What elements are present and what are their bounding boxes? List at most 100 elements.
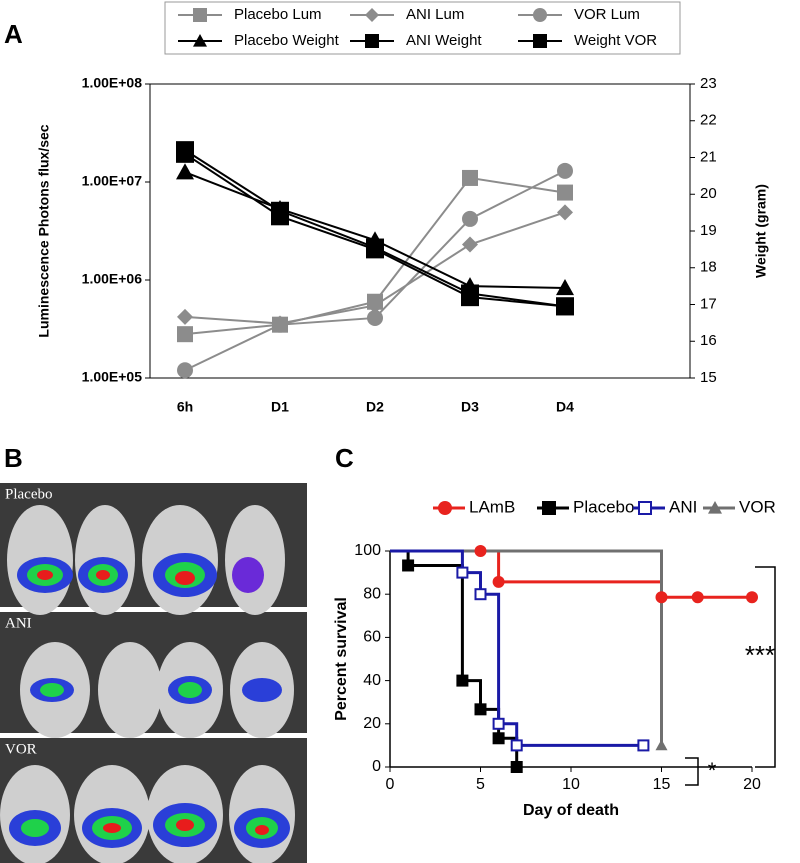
survival-step [390, 549, 663, 746]
marker [542, 501, 556, 515]
marker [556, 297, 574, 316]
y2-tick-label: 22 [700, 112, 717, 129]
marker [461, 288, 479, 307]
y2-tick-label: 23 [700, 75, 717, 92]
x-tick-label: 5 [476, 776, 485, 793]
legend-label: VOR Lum [574, 6, 640, 23]
legend-label: Weight VOR [574, 32, 657, 49]
y-tick-label: 20 [363, 715, 381, 732]
series-line [184, 152, 566, 308]
marker [492, 575, 505, 588]
x-tick-label: D3 [461, 399, 479, 415]
legend-box [164, 1, 681, 55]
bracket [685, 566, 776, 786]
marker [193, 8, 207, 22]
marker [533, 8, 547, 22]
marker [655, 591, 668, 604]
marker [556, 278, 574, 296]
image-label: Placebo [5, 486, 52, 502]
marker [456, 674, 469, 687]
marker [177, 362, 193, 379]
marker [638, 501, 652, 515]
marker [462, 169, 478, 186]
legend-label: Placebo Lum [234, 6, 322, 23]
marker [177, 326, 193, 343]
image-label: VOR [5, 741, 37, 757]
survival-step [390, 549, 644, 747]
marker [177, 308, 193, 325]
y-tick-label: 60 [363, 629, 381, 646]
legend-label: ANI Weight [406, 32, 482, 49]
y-tick-label: 1.00E+06 [82, 271, 143, 287]
marker [510, 761, 523, 773]
marker [691, 591, 704, 604]
marker [366, 240, 384, 259]
marker [557, 184, 573, 201]
series-line [184, 169, 566, 372]
x-tick-label: 6h [177, 399, 193, 415]
marker [557, 204, 573, 221]
y-tick-label: 80 [363, 585, 381, 602]
legend-label: Placebo [573, 497, 634, 516]
marker [655, 739, 668, 751]
annotation: *** [745, 640, 775, 670]
legend-label: ANI Lum [406, 6, 464, 23]
series-line [184, 171, 566, 289]
marker [746, 591, 758, 604]
x-tick-label: 15 [653, 776, 671, 793]
marker [474, 588, 487, 601]
marker [271, 207, 289, 226]
y-tick-label: 100 [354, 542, 381, 559]
marker [367, 297, 383, 314]
y2-tick-label: 19 [700, 222, 717, 239]
marker [193, 34, 207, 47]
x-axis-label: Day of death [523, 802, 619, 819]
y-tick-label: 1.00E+05 [82, 369, 143, 385]
survival-step [390, 549, 752, 599]
image-label: ANI [5, 615, 32, 631]
x-tick-label: 0 [386, 776, 395, 793]
y-tick-label: 0 [372, 758, 381, 775]
legend-label: LAmB [469, 497, 515, 516]
marker [176, 163, 194, 180]
y2-tick-label: 20 [700, 185, 717, 202]
marker [462, 210, 478, 227]
marker [492, 732, 505, 745]
marker [456, 566, 469, 579]
marker [438, 501, 452, 515]
y2-tick-label: 17 [700, 295, 717, 312]
marker [365, 8, 379, 22]
panel-label: B [4, 443, 23, 473]
marker [365, 34, 379, 48]
x-tick-label: D1 [271, 399, 289, 415]
panel-label: A [4, 19, 23, 49]
marker [533, 34, 547, 48]
x-tick-label: 10 [562, 776, 580, 793]
y-tick-label: 40 [363, 672, 381, 689]
legend-label: VOR [739, 497, 776, 516]
y2-tick-label: 18 [700, 259, 717, 276]
marker [474, 545, 487, 557]
signal [9, 553, 290, 848]
x-tick-label: D4 [556, 399, 574, 415]
y-axis-label: Percent survival [333, 597, 350, 721]
marker [492, 717, 505, 730]
marker [637, 739, 650, 752]
marker [708, 501, 722, 514]
mouse-images: Placebo ANI VOR [0, 483, 307, 863]
marker [474, 703, 487, 716]
annotation: * [708, 758, 717, 783]
plot-frame [149, 83, 691, 379]
marker [402, 559, 415, 572]
marker [462, 236, 478, 253]
y2-tick-label: 21 [700, 148, 717, 165]
marker [510, 739, 523, 752]
x-tick-label: 20 [743, 776, 761, 793]
legend-label: Placebo Weight [234, 32, 340, 49]
y-axis-label: Luminescence Photons flux/sec [36, 124, 52, 337]
y2-tick-label: 16 [700, 332, 717, 349]
marker [557, 162, 573, 179]
y-tick-label: 1.00E+07 [82, 173, 143, 189]
y-tick-label: 1.00E+08 [82, 75, 143, 91]
